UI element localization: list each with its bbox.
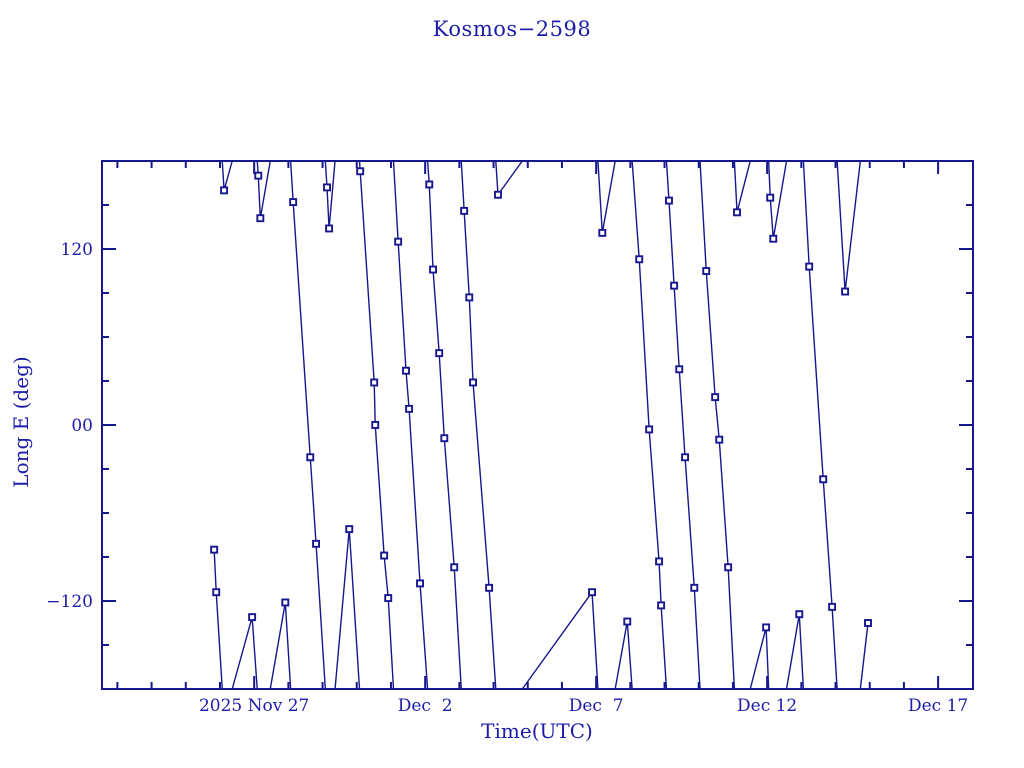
data-point-marker <box>588 588 596 597</box>
data-point-marker <box>724 563 733 572</box>
data-point-marker <box>212 588 221 597</box>
data-point-marker <box>598 228 607 237</box>
data-point-marker <box>635 255 644 264</box>
x-tick-label: Dec 12 <box>737 696 797 716</box>
data-point-marker <box>416 579 424 588</box>
data-point-marker <box>402 366 410 375</box>
x-tick-label: Dec 7 <box>569 696 624 716</box>
data-point-marker <box>394 237 403 246</box>
data-point-marker <box>220 186 229 195</box>
y-axis-label: Long E (deg) <box>9 356 33 488</box>
data-point-marker <box>345 525 354 534</box>
data-point-marker <box>711 393 720 402</box>
data-point-marker <box>657 601 666 610</box>
data-point-marker <box>702 267 711 275</box>
data-point-marker <box>254 171 263 180</box>
data-point-marker <box>795 610 804 619</box>
data-point-marker <box>645 425 654 434</box>
data-point-marker <box>312 539 321 548</box>
data-point-marker <box>623 617 632 626</box>
data-point-marker <box>248 613 257 622</box>
data-point-marker <box>450 563 459 572</box>
data-point-marker <box>485 583 494 592</box>
data-point-marker <box>469 378 477 387</box>
x-tick-label: Dec 2 <box>398 696 453 716</box>
data-point-marker <box>370 378 379 387</box>
y-tick-label: 00 <box>71 416 93 436</box>
data-point-marker <box>405 404 414 413</box>
data-point-marker <box>670 281 679 290</box>
x-axis-label: Time(UTC) <box>481 719 593 743</box>
x-tick-label: Dec 17 <box>908 696 968 716</box>
data-point-marker <box>766 193 775 202</box>
data-point-marker <box>762 623 771 632</box>
data-point-marker <box>440 434 449 443</box>
data-point-marker <box>828 602 837 611</box>
data-point-marker <box>465 293 474 302</box>
data-point-marker <box>380 551 389 560</box>
data-point-marker <box>210 545 219 554</box>
data-point-marker <box>325 224 334 233</box>
data-point-marker <box>384 594 393 603</box>
data-point-marker <box>256 214 265 223</box>
data-point-marker <box>323 183 331 192</box>
data-point-marker <box>435 349 444 358</box>
data-point-marker <box>715 435 724 444</box>
data-point-marker <box>356 167 365 176</box>
data-point-marker <box>655 557 664 566</box>
data-point-marker <box>306 453 315 462</box>
data-point-marker <box>805 262 814 271</box>
data-point-marker <box>429 265 437 274</box>
data-point-marker <box>681 453 690 462</box>
data-point-marker <box>733 208 741 217</box>
data-point-marker <box>289 198 298 207</box>
series-line <box>213 160 869 690</box>
data-point-marker <box>675 365 684 374</box>
chart-title: Kosmos−2598 <box>432 17 592 41</box>
data-point-marker <box>281 598 290 607</box>
data-point-marker <box>665 196 673 205</box>
data-point-marker <box>494 190 502 199</box>
data-point-marker <box>841 287 850 296</box>
y-tick-label: −120 <box>46 592 93 612</box>
data-point-marker <box>371 421 380 429</box>
x-tick-label: 2025 Nov 27 <box>199 696 309 716</box>
data-point-marker <box>819 475 828 484</box>
data-point-marker <box>864 619 872 627</box>
data-point-marker <box>690 583 699 592</box>
y-tick-label: 120 <box>61 240 93 260</box>
data-point-marker <box>769 234 778 243</box>
data-point-marker <box>460 206 469 215</box>
data-point-marker <box>425 180 434 189</box>
